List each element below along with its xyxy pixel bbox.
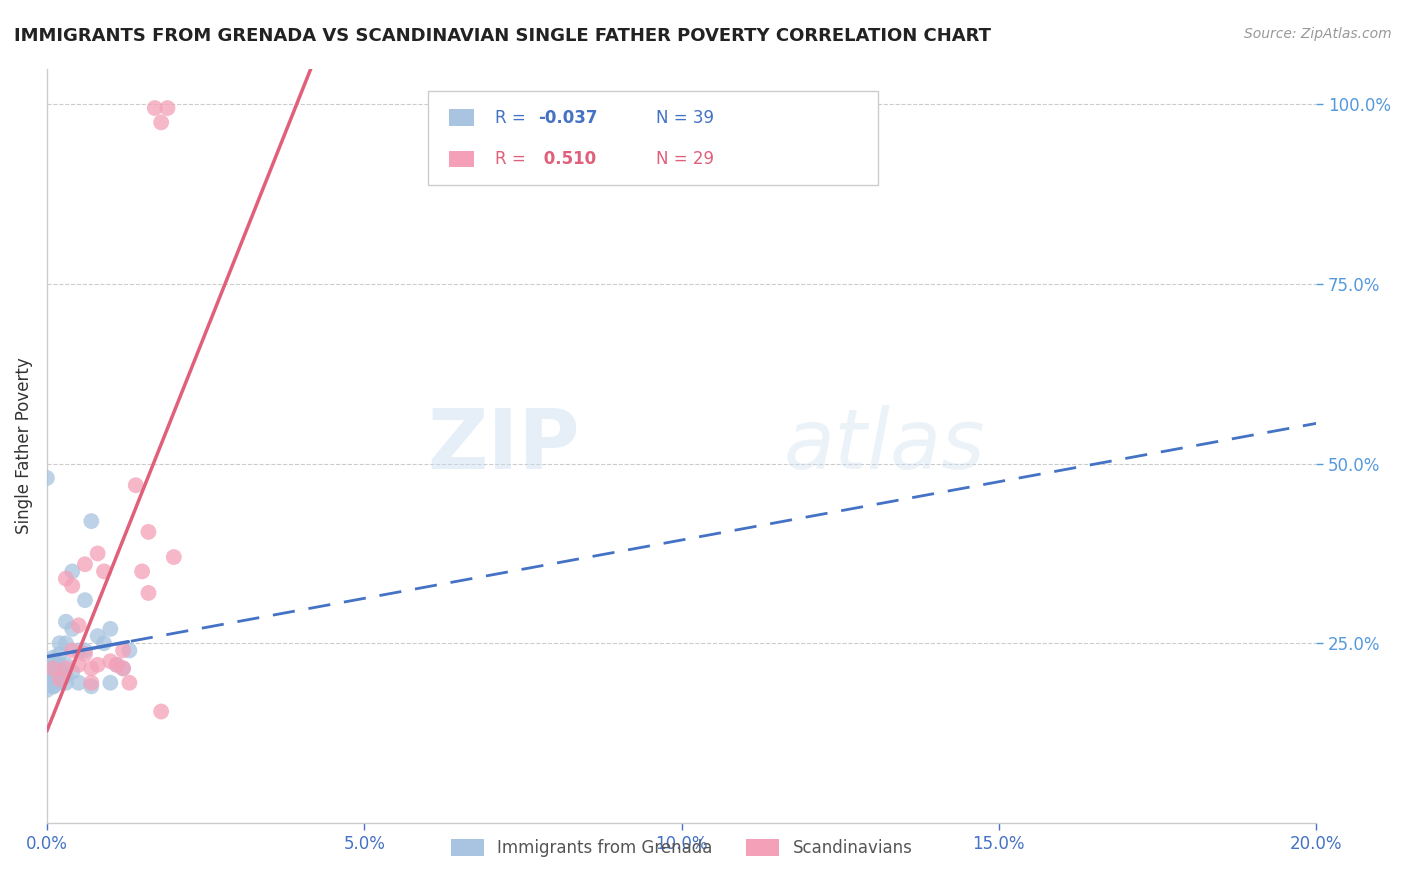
Point [138, 524, 160, 539]
Point [60, 565, 83, 579]
Point [55, 668, 77, 682]
Point [98, 622, 121, 636]
Text: R =: R = [495, 109, 531, 127]
Point [138, 586, 160, 600]
Text: IMMIGRANTS FROM GRENADA VS SCANDINAVIAN SINGLE FATHER POVERTY CORRELATION CHART: IMMIGRANTS FROM GRENADA VS SCANDINAVIAN … [14, 27, 991, 45]
Point [93, 565, 115, 579]
Point [73, 643, 96, 657]
Point [73, 558, 96, 572]
Point [80, 661, 103, 675]
Point [131, 565, 153, 579]
Point [60, 665, 83, 679]
Point [48, 636, 70, 650]
Point [35, 672, 58, 686]
Point [67, 643, 90, 657]
Text: N = 29: N = 29 [657, 150, 714, 168]
Point [42, 657, 65, 672]
Point [86, 546, 108, 560]
Point [48, 672, 70, 686]
Point [150, 115, 173, 129]
Text: Source: ZipAtlas.com: Source: ZipAtlas.com [1244, 27, 1392, 41]
Point [35, 661, 58, 675]
Y-axis label: Single Father Poverty: Single Father Poverty [15, 358, 32, 534]
Point [60, 643, 83, 657]
Point [42, 661, 65, 675]
Point [67, 675, 90, 690]
Point [98, 654, 121, 668]
Point [67, 618, 90, 632]
Point [48, 661, 70, 675]
Bar [450, 151, 474, 168]
Point [55, 661, 77, 675]
Point [80, 679, 103, 693]
Point [98, 675, 121, 690]
Point [105, 657, 128, 672]
Text: R =: R = [495, 150, 531, 168]
Point [35, 471, 58, 485]
Point [105, 657, 128, 672]
Point [42, 679, 65, 693]
Point [118, 643, 141, 657]
Point [60, 579, 83, 593]
Point [156, 101, 179, 115]
Text: 0.510: 0.510 [538, 150, 596, 168]
Point [48, 675, 70, 690]
Point [112, 661, 135, 675]
Point [150, 705, 173, 719]
Point [48, 665, 70, 679]
Point [118, 675, 141, 690]
Point [143, 101, 166, 115]
Point [55, 657, 77, 672]
Point [55, 636, 77, 650]
Point [60, 622, 83, 636]
Text: -0.037: -0.037 [538, 109, 598, 127]
Point [86, 629, 108, 643]
Point [73, 593, 96, 607]
Point [42, 650, 65, 665]
Point [48, 647, 70, 661]
Point [93, 636, 115, 650]
Point [86, 657, 108, 672]
Point [67, 657, 90, 672]
Bar [450, 109, 474, 126]
Point [125, 478, 148, 492]
Point [48, 657, 70, 672]
Point [80, 514, 103, 528]
Text: atlas: atlas [783, 405, 984, 486]
Point [112, 643, 135, 657]
FancyBboxPatch shape [427, 91, 879, 186]
Point [55, 572, 77, 586]
Point [112, 661, 135, 675]
Text: N = 39: N = 39 [657, 109, 714, 127]
Point [42, 668, 65, 682]
Point [55, 675, 77, 690]
Point [35, 682, 58, 697]
Point [48, 672, 70, 686]
Point [35, 675, 58, 690]
Point [42, 661, 65, 675]
Text: ZIP: ZIP [427, 405, 581, 486]
Point [80, 675, 103, 690]
Point [73, 647, 96, 661]
Point [42, 679, 65, 693]
Point [55, 615, 77, 629]
Legend: Immigrants from Grenada, Scandinavians: Immigrants from Grenada, Scandinavians [444, 832, 920, 863]
Point [163, 549, 186, 564]
